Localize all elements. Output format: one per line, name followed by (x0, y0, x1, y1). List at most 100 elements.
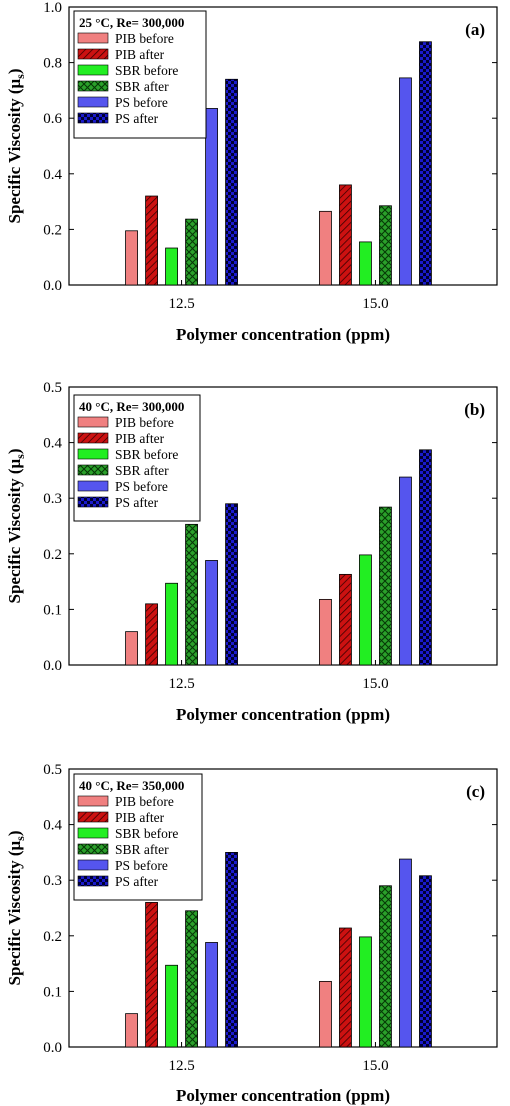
legend-label-sbr-after: SBR after (115, 842, 169, 857)
y-tick-label: 0.2 (43, 222, 62, 238)
bar-sbr-after-15-0 (379, 885, 392, 1048)
bar-pib-after-12-5 (145, 902, 158, 1048)
legend-label-ps-before: PS before (115, 479, 168, 494)
bar-ps-before-12-5 (205, 560, 218, 666)
bar-pib-before-12-5 (125, 230, 138, 286)
bar-ps-after-12-5 (225, 852, 238, 1048)
y-axis-title-sub: s (13, 836, 27, 841)
legend-label-pib-after: PIB after (115, 47, 165, 62)
legend-label-sbr-after: SBR after (115, 463, 169, 478)
y-axis-title: Specific Viscosity (μs) (5, 448, 27, 603)
bar-sbr-after-15-0 (379, 506, 392, 666)
legend-label-ps-after: PS after (115, 495, 159, 510)
y-axis-title-close: ) (5, 448, 24, 454)
legend-label-ps-after: PS after (115, 874, 159, 889)
bar-ps-before-12-5 (205, 108, 218, 286)
legend-label-pib-after: PIB after (115, 810, 165, 825)
bar-ps-after-15-0 (419, 41, 432, 286)
legend-swatch-sbr-after (77, 464, 109, 476)
legend-swatch-sbr-before (77, 448, 109, 460)
bar-pib-after-12-5 (145, 195, 158, 286)
condition-label: 40 °C, Re= 350,000 (79, 778, 184, 793)
y-axis-title-close: ) (5, 68, 24, 74)
bar-ps-before-15-0 (399, 77, 412, 286)
bar-sbr-before-15-0 (359, 554, 372, 666)
legend-label-sbr-before: SBR before (115, 63, 178, 78)
bar-ps-before-15-0 (399, 476, 412, 666)
legend-swatch-sbr-after (77, 843, 109, 855)
bar-pib-after-15-0 (339, 927, 352, 1048)
legend-label-pib-before: PIB before (115, 31, 174, 46)
legend-swatch-pib-before (77, 795, 109, 807)
bar-pib-before-15-0 (319, 598, 332, 666)
x-axis-title: Polymer concentration (ppm) (176, 1086, 390, 1105)
bar-sbr-before-15-0 (359, 936, 372, 1048)
legend-label-pib-before: PIB before (115, 794, 174, 809)
y-axis-title: Specific Viscosity (μs) (5, 68, 27, 223)
bar-sbr-after-12-5 (185, 218, 198, 286)
legend-label-sbr-before: SBR before (115, 447, 178, 462)
y-axis-title-main: Specific Viscosity (μ (5, 78, 24, 223)
y-tick-label: 0.5 (43, 762, 62, 778)
legend-swatch-pib-after (77, 811, 109, 823)
x-axis-title: Polymer concentration (ppm) (176, 325, 390, 344)
plot-frame (68, 768, 498, 1048)
y-tick-label: 0.4 (43, 436, 62, 452)
y-tick-label: 0.6 (43, 111, 62, 127)
y-tick-label: 0.3 (43, 873, 62, 889)
y-tick-label: 0.1 (43, 984, 62, 1000)
plot-frame (68, 386, 498, 666)
chart-panel-a: 0.0 0.2 0.4 0.6 0.8 1.0 12.5 15.0 Specific Vis… (5, 0, 498, 344)
y-tick-label: 0.1 (43, 602, 62, 618)
bar-pib-after-15-0 (339, 573, 352, 666)
y-tick-label: 0.4 (43, 167, 62, 183)
x-tick-label: 12.5 (168, 1058, 194, 1074)
panel-label: (a) (465, 20, 485, 39)
y-axis-title-main: Specific Viscosity (μ (5, 458, 24, 603)
legend-label-ps-before: PS before (115, 858, 168, 873)
y-axis-title-main: Specific Viscosity (μ (5, 840, 24, 985)
y-tick-label: 0.3 (43, 491, 62, 507)
bar-pib-before-15-0 (319, 980, 332, 1048)
legend-label-sbr-before: SBR before (115, 826, 178, 841)
legend-swatch-pib-after (77, 432, 109, 444)
bar-pib-before-15-0 (319, 210, 332, 286)
y-tick-label: 0.2 (43, 547, 62, 563)
y-axis-title-sub: s (13, 74, 27, 79)
legend-swatch-sbr-before (77, 827, 109, 839)
legend-swatch-pib-after (77, 48, 109, 60)
y-tick-label: 0.2 (43, 929, 62, 945)
legend-swatch-ps-before (77, 96, 109, 108)
plot-frame (68, 6, 498, 286)
chart-panel-c: 0.0 0.1 0.2 0.3 0.4 0.5 12.5 15.0 Specific Vis… (5, 762, 498, 1105)
bar-pib-before-12-5 (125, 1013, 138, 1048)
bar-sbr-before-12-5 (165, 247, 178, 286)
legend-swatch-ps-after (77, 875, 109, 887)
y-tick-label: 1.0 (43, 0, 62, 16)
bar-sbr-after-12-5 (185, 910, 198, 1048)
y-tick-label: 0.0 (43, 658, 62, 674)
legend-label-sbr-after: SBR after (115, 79, 169, 94)
y-tick-label: 0.0 (43, 278, 62, 294)
y-axis-title-close: ) (5, 830, 24, 836)
y-tick-label: 0.4 (43, 818, 62, 834)
legend-swatch-sbr-before (77, 64, 109, 76)
bar-pib-after-15-0 (339, 184, 352, 286)
bar-sbr-before-15-0 (359, 241, 372, 286)
y-tick-label: 0.0 (43, 1040, 62, 1056)
bar-sbr-before-12-5 (165, 964, 178, 1048)
chart-panel-b: 0.0 0.1 0.2 0.3 0.4 0.5 12.5 15.0 Specific Vis… (5, 380, 498, 724)
bar-sbr-before-12-5 (165, 582, 178, 666)
bar-pib-after-12-5 (145, 603, 158, 666)
bar-ps-before-15-0 (399, 858, 412, 1048)
x-tick-label: 15.0 (362, 1058, 388, 1074)
legend-swatch-sbr-after (77, 80, 109, 92)
x-tick-label: 15.0 (362, 296, 388, 312)
x-tick-label: 15.0 (362, 676, 388, 692)
condition-label: 40 °C, Re= 300,000 (79, 399, 184, 414)
x-tick-label: 12.5 (168, 676, 194, 692)
y-axis-title: Specific Viscosity (μs) (5, 830, 27, 985)
